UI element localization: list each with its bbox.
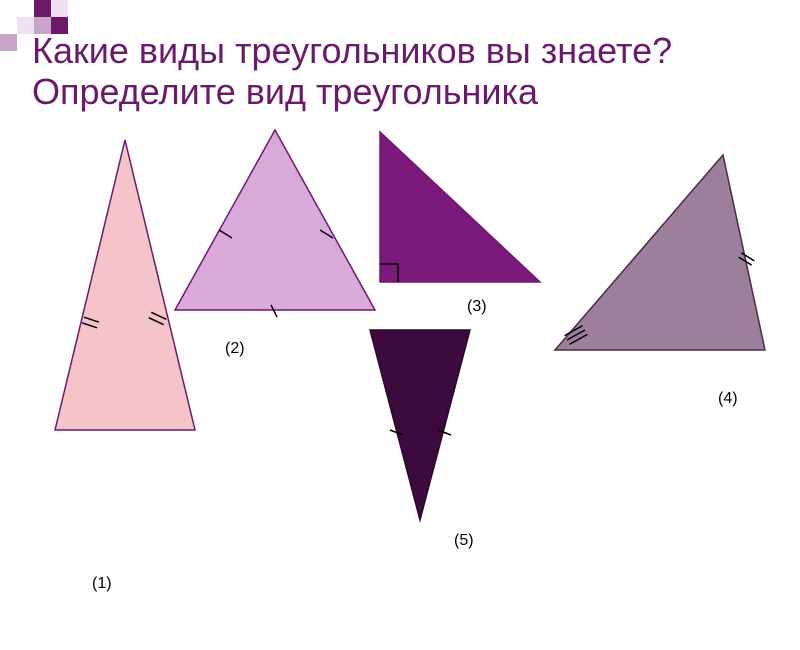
decor-square	[0, 34, 17, 51]
decor-square	[34, 0, 51, 17]
triangle-label-2: (2)	[225, 340, 245, 358]
triangle-label-4: (4)	[718, 390, 738, 408]
triangle-shape-4	[555, 155, 765, 350]
decor-square	[51, 0, 68, 17]
title-line-1: Какие виды треугольников вы знаете?	[32, 30, 672, 71]
triangle-shape-5	[370, 330, 470, 520]
triangle-5	[370, 330, 620, 650]
triangle-shape-1	[55, 140, 195, 430]
triangle-label-5: (5)	[454, 532, 474, 550]
triangle-shape-2	[175, 130, 375, 310]
triangles-container: (1) (2) (3) (4) (5)	[0, 140, 800, 600]
triangle-shape-3	[380, 132, 540, 282]
title-line-2: Определите вид треугольника	[32, 71, 538, 112]
triangle-label-3: (3)	[467, 298, 487, 316]
triangle-label-1: (1)	[92, 575, 112, 593]
page-title: Какие виды треугольников вы знаете? Опре…	[32, 30, 792, 113]
